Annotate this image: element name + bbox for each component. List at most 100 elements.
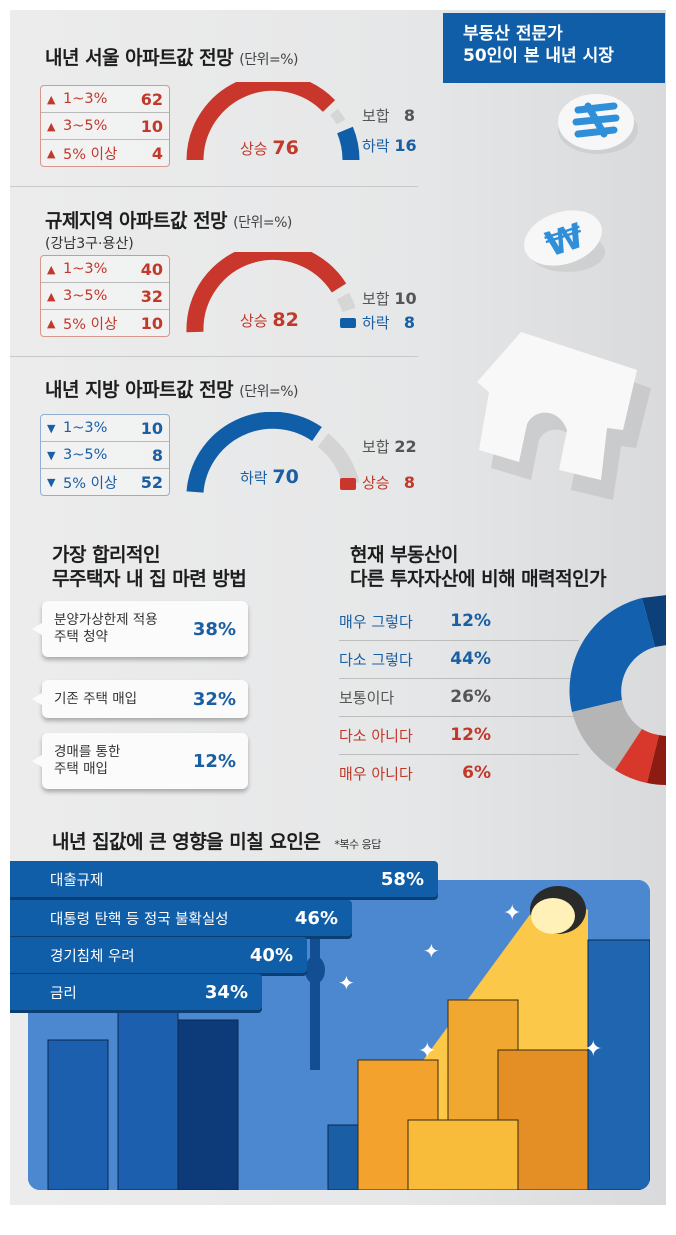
row-label: 1~3% xyxy=(63,261,108,277)
factors-title-text: 내년 집값에 큰 영향을 미칠 요인은 xyxy=(52,831,321,853)
factors-title: 내년 집값에 큰 영향을 미칠 요인은 *복수 응답 xyxy=(52,827,381,854)
section-1-main-label: 상승 76 xyxy=(240,137,299,159)
breakdown-row: ▼ 1~3% 10 xyxy=(41,415,169,441)
method-value: 38% xyxy=(192,618,236,640)
factor-value: 58% xyxy=(380,868,424,890)
attractiveness-row: 다소 아니다 12% xyxy=(339,716,579,755)
factor-label: 금리 xyxy=(50,985,77,1002)
breakdown-row: ▲ 3~5% 10 xyxy=(41,112,169,139)
method-bubble: 분양가상한제 적용 주택 청약 38% xyxy=(32,601,248,657)
method-value: 12% xyxy=(192,750,236,772)
section-2-breakdown-table: ▲ 1~3% 40 ▲ 3~5% 32 ▲ 5% 이상 10 xyxy=(40,255,170,337)
row-label: 5% 이상 xyxy=(63,316,118,333)
neutral-value: 10 xyxy=(394,289,417,308)
header-line-2: 50인이 본 내년 시장 xyxy=(463,46,614,66)
factor-label: 대통령 탄핵 등 정국 불확실성 xyxy=(50,911,229,928)
method-bubble: 기존 주택 매입 32% xyxy=(32,680,248,718)
row-label: 보통이다 xyxy=(339,688,395,707)
neutral-value: 8 xyxy=(403,106,416,125)
down-arrow-icon: ▼ xyxy=(47,475,56,489)
minor-value: 16 xyxy=(394,136,417,155)
neutral-value: 22 xyxy=(394,437,417,456)
factor-value: 40% xyxy=(249,944,293,966)
neutral-label: 보합 xyxy=(362,438,390,456)
divider xyxy=(10,356,418,357)
section-2-main-label: 상승 82 xyxy=(240,309,299,331)
attractiveness-donut-chart xyxy=(569,595,666,785)
row-value: 12% xyxy=(450,611,491,631)
section-1-gauge xyxy=(186,82,360,161)
attractiveness-row: 매우 그렇다 12% xyxy=(339,602,579,641)
neutral-label: 보합 xyxy=(362,107,390,125)
factor-label: 대출규제 xyxy=(50,872,104,889)
row-value: 6% xyxy=(462,763,491,783)
row-value: 10 xyxy=(140,116,163,136)
minor-swatch xyxy=(340,318,356,328)
neutral-label: 보합 xyxy=(362,290,390,308)
header-box: 부동산 전문가 50인이 본 내년 시장 xyxy=(443,13,665,83)
up-arrow-icon: ▲ xyxy=(47,316,56,330)
section-2-title-text: 규제지역 아파트값 전망 xyxy=(45,210,228,232)
factor-value: 46% xyxy=(294,907,338,929)
section-3-main-label: 하락 70 xyxy=(240,466,299,488)
breakdown-row: ▲ 1~3% 62 xyxy=(41,86,169,112)
minor-label: 하락 xyxy=(362,137,390,155)
methods-title: 가장 합리적인 무주택자 내 집 마련 방법 xyxy=(52,543,247,591)
up-arrow-icon: ▲ xyxy=(47,146,56,160)
section-1-title-text: 내년 서울 아파트값 전망 xyxy=(45,47,234,69)
row-value: 4 xyxy=(151,143,163,163)
main-value: 76 xyxy=(272,137,299,159)
main-label-text: 상승 xyxy=(240,140,268,158)
row-label: 매우 아니다 xyxy=(339,764,413,783)
row-label: 다소 아니다 xyxy=(339,726,413,745)
factor-bar: 경기침체 우려 40% xyxy=(10,937,307,973)
method-bubble: 경매를 통한 주택 매입 12% xyxy=(32,733,248,789)
row-label: 매우 그렇다 xyxy=(339,612,413,631)
divider xyxy=(10,186,418,187)
method-line-1: 분양가상한제 적용 xyxy=(54,612,158,628)
breakdown-row: ▼ 3~5% 8 xyxy=(41,441,169,468)
minor-label: 하락 xyxy=(362,314,390,332)
header-line-1: 부동산 전문가 xyxy=(463,24,563,44)
breakdown-row: ▲ 5% 이상 10 xyxy=(41,309,169,336)
main-value: 70 xyxy=(272,466,299,488)
house-icon xyxy=(477,332,651,500)
down-arrow-icon: ▼ xyxy=(47,421,56,435)
section-1-unit: (단위=%) xyxy=(239,52,298,68)
breakdown-row: ▲ 1~3% 40 xyxy=(41,256,169,282)
down-arrow-icon: ▼ xyxy=(47,448,56,462)
section-1-neutral: 보합 8 xyxy=(362,105,415,126)
factors-note: *복수 응답 xyxy=(334,838,381,851)
attractiveness-row: 다소 그렇다 44% xyxy=(339,640,579,679)
won-coin-icon xyxy=(558,94,638,154)
breakdown-row: ▼ 5% 이상 52 xyxy=(41,468,169,495)
main-label-text: 하락 xyxy=(240,469,268,487)
method-line-1: 경매를 통한 xyxy=(54,744,121,760)
row-label: 5% 이상 xyxy=(63,475,118,492)
row-label: 5% 이상 xyxy=(63,146,118,163)
row-value: 12% xyxy=(450,725,491,745)
section-3-unit: (단위=%) xyxy=(239,384,298,400)
up-arrow-icon: ▲ xyxy=(47,289,56,303)
method-line-1: 기존 주택 매입 xyxy=(54,690,138,707)
section-3-breakdown-table: ▼ 1~3% 10 ▼ 3~5% 8 ▼ 5% 이상 52 xyxy=(40,414,170,496)
row-value: 8 xyxy=(151,445,163,465)
svg-text:✦: ✦ xyxy=(503,901,521,926)
row-label: 3~5% xyxy=(63,447,108,463)
attractiveness-title: 현재 부동산이 다른 투자자산에 비해 매력적인가 xyxy=(350,543,607,591)
factor-label: 경기침체 우려 xyxy=(50,948,135,965)
row-label: 1~3% xyxy=(63,91,108,107)
method-text: 경매를 통한 주택 매입 xyxy=(54,744,193,778)
up-arrow-icon: ▲ xyxy=(47,119,56,133)
row-value: 10 xyxy=(140,418,163,438)
section-2-gauge xyxy=(186,252,356,333)
row-value: 44% xyxy=(450,649,491,669)
row-value: 32 xyxy=(140,286,163,306)
row-value: 10 xyxy=(140,313,163,333)
factor-bar: 금리 34% xyxy=(10,974,262,1010)
svg-text:✦: ✦ xyxy=(418,1039,436,1064)
methods-title-line-2: 무주택자 내 집 마련 방법 xyxy=(52,568,247,590)
method-text: 분양가상한제 적용 주택 청약 xyxy=(54,612,193,646)
section-3-minor: 상승 8 xyxy=(362,472,415,493)
section-3-title: 내년 지방 아파트값 전망 (단위=%) xyxy=(45,375,298,402)
